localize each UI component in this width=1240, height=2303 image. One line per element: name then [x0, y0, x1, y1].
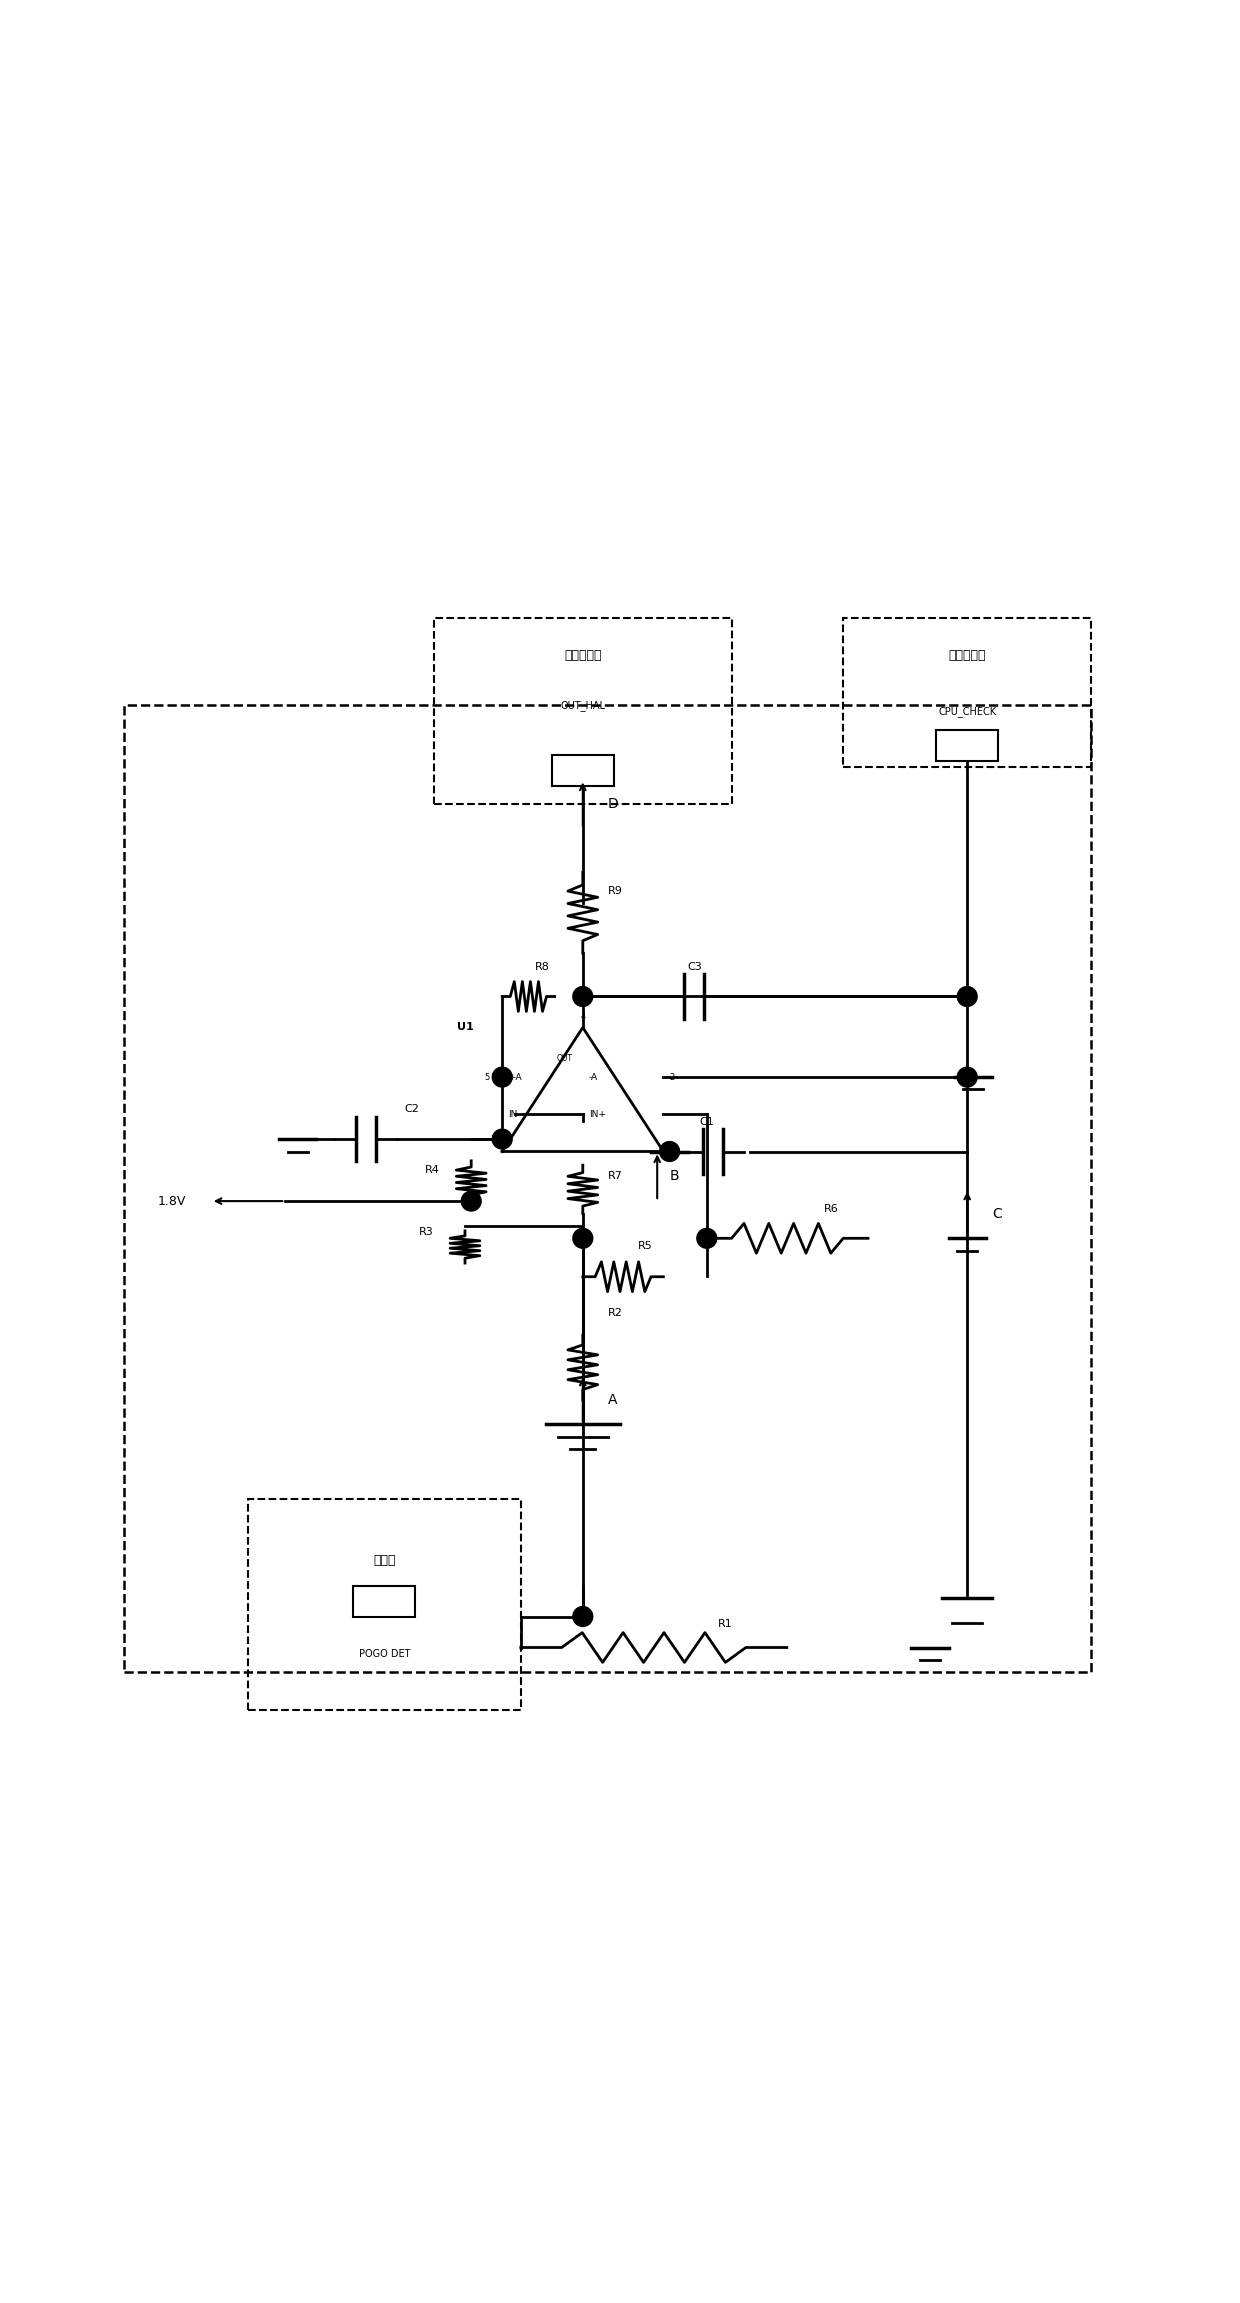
Text: IN-: IN- — [508, 1110, 521, 1119]
Bar — [552, 755, 614, 785]
Circle shape — [573, 1227, 593, 1248]
Text: R1: R1 — [718, 1619, 733, 1628]
Text: 2: 2 — [670, 1073, 675, 1082]
Bar — [936, 730, 998, 760]
Text: C: C — [992, 1207, 1002, 1221]
Text: R3: R3 — [419, 1227, 434, 1237]
Text: U1: U1 — [456, 1023, 474, 1032]
Text: R4: R4 — [425, 1165, 440, 1175]
Text: 接入端: 接入端 — [373, 1555, 396, 1568]
Text: R6: R6 — [823, 1204, 838, 1214]
Circle shape — [492, 1128, 512, 1149]
Text: R2: R2 — [608, 1308, 622, 1317]
Text: C2: C2 — [405, 1105, 419, 1115]
Circle shape — [461, 1191, 481, 1211]
Text: R5: R5 — [637, 1241, 652, 1251]
Text: OUT: OUT — [557, 1055, 572, 1064]
Circle shape — [957, 1066, 977, 1087]
Text: IN+: IN+ — [589, 1110, 606, 1119]
Text: R9: R9 — [608, 887, 622, 896]
Text: R8: R8 — [536, 963, 549, 972]
Circle shape — [697, 1227, 717, 1248]
Text: 唤醒芯片端: 唤醒芯片端 — [564, 649, 601, 661]
Text: C1: C1 — [699, 1117, 714, 1126]
Circle shape — [573, 986, 593, 1006]
Text: 4: 4 — [580, 1013, 585, 1020]
Text: C3: C3 — [687, 963, 702, 972]
Circle shape — [957, 986, 977, 1006]
Circle shape — [660, 1142, 680, 1161]
Text: -A: -A — [589, 1073, 598, 1082]
Circle shape — [573, 1607, 593, 1626]
Text: D: D — [608, 797, 619, 811]
Bar — [353, 1584, 415, 1617]
Text: B: B — [670, 1170, 680, 1184]
Text: 3: 3 — [491, 1135, 496, 1145]
Text: CPU_CHECK: CPU_CHECK — [939, 705, 996, 716]
Text: 5: 5 — [485, 1073, 490, 1082]
Circle shape — [492, 1066, 512, 1087]
Text: POGO DET: POGO DET — [358, 1649, 410, 1658]
Text: R7: R7 — [608, 1172, 622, 1181]
Text: +A: +A — [508, 1073, 522, 1082]
Text: 检测芯片端: 检测芯片端 — [949, 649, 986, 661]
Text: OUT_HAL: OUT_HAL — [560, 700, 605, 712]
Text: 1.8V: 1.8V — [157, 1195, 186, 1207]
Text: A: A — [608, 1393, 618, 1407]
